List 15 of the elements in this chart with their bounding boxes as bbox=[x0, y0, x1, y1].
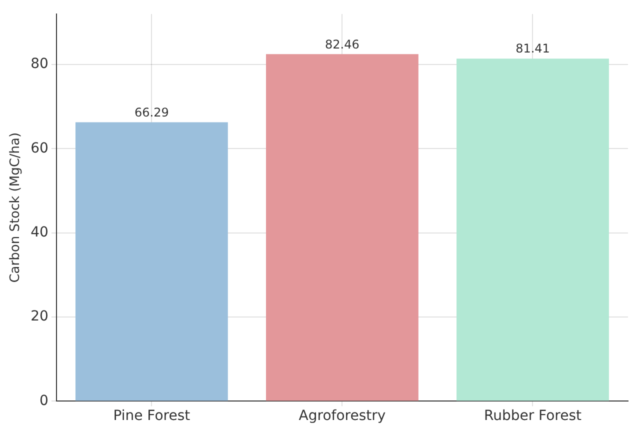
y-tick-label: 60 bbox=[30, 140, 48, 156]
x-tick-label: Agroforestry bbox=[298, 408, 386, 424]
bar bbox=[75, 122, 228, 401]
data-label: 66.29 bbox=[134, 105, 169, 120]
data-label: 81.41 bbox=[516, 42, 550, 56]
x-tick-label: Pine Forest bbox=[113, 408, 191, 424]
y-tick-label: 20 bbox=[30, 308, 48, 325]
y-tick-label: 0 bbox=[39, 392, 48, 409]
data-label: 82.46 bbox=[325, 37, 360, 52]
x-tick-label: Rubber Forest bbox=[484, 408, 582, 424]
y-tick-label: 40 bbox=[30, 224, 48, 240]
bar bbox=[266, 54, 418, 401]
y-tick-label: 80 bbox=[30, 56, 48, 72]
bar bbox=[456, 58, 609, 401]
y-axis-title: Carbon Stock (MgC/ha) bbox=[8, 132, 24, 283]
